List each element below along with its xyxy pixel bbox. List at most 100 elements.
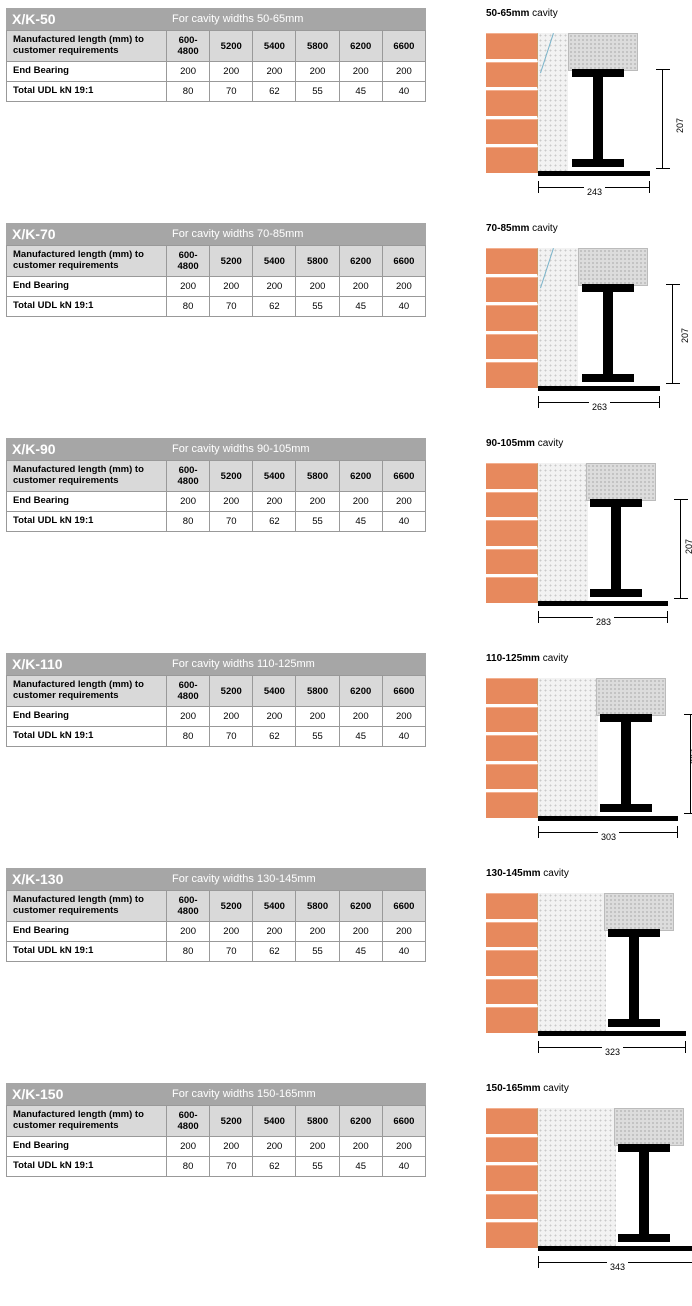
col-header: 5200 xyxy=(210,31,253,62)
cell-value: 200 xyxy=(253,62,296,82)
col-header: 5800 xyxy=(296,891,339,922)
concrete-block-icon xyxy=(568,33,638,71)
diagram-block: 130-145mm cavity207323 xyxy=(486,868,686,1055)
insulation-icon xyxy=(538,33,568,171)
brick-wall-icon xyxy=(486,248,538,388)
brick-icon xyxy=(486,792,538,818)
brick-icon xyxy=(486,492,538,521)
baseplate-icon xyxy=(538,386,660,391)
cell-value: 45 xyxy=(339,942,382,962)
cell-value: 45 xyxy=(339,1157,382,1177)
row-label: End Bearing xyxy=(7,492,167,512)
diagram-title: 130-145mm cavity xyxy=(486,868,686,879)
ibeam-icon xyxy=(590,499,642,597)
diagram-title: 70-85mm cavity xyxy=(486,223,686,234)
cell-value: 200 xyxy=(253,707,296,727)
ibeam-icon xyxy=(608,929,660,1027)
brick-wall-icon xyxy=(486,893,538,1033)
spec-table: Manufactured length (mm) to customer req… xyxy=(6,890,426,962)
brick-icon xyxy=(486,764,538,793)
table-block: X/K-50For cavity widths 50-65mmManufactu… xyxy=(6,8,426,102)
col-header-desc: Manufactured length (mm) to customer req… xyxy=(7,246,167,277)
cell-value: 70 xyxy=(210,297,253,317)
col-header: 5200 xyxy=(210,461,253,492)
row-label: Total UDL kN 19:1 xyxy=(7,1157,167,1177)
brick-icon xyxy=(486,463,538,492)
diagram-block: 110-125mm cavity 207303 xyxy=(486,653,686,840)
brick-wall-icon xyxy=(486,33,538,173)
brick-icon xyxy=(486,362,538,388)
cell-value: 200 xyxy=(253,277,296,297)
brick-icon xyxy=(486,707,538,736)
brick-icon xyxy=(486,1108,538,1137)
cell-value: 200 xyxy=(253,492,296,512)
ibeam-icon xyxy=(582,284,634,382)
col-header: 5400 xyxy=(253,891,296,922)
brick-icon xyxy=(486,1165,538,1194)
table-header-row: X/K-150For cavity widths 150-165mm xyxy=(6,1083,426,1105)
brick-icon xyxy=(486,893,538,922)
col-header: 5800 xyxy=(296,461,339,492)
product-section: X/K-70For cavity widths 70-85mmManufactu… xyxy=(6,223,686,410)
row-label: Total UDL kN 19:1 xyxy=(7,727,167,747)
cell-value: 45 xyxy=(339,82,382,102)
col-header: 600-4800 xyxy=(167,676,210,707)
cavity-diagram: 207303 xyxy=(486,670,686,840)
col-header: 5800 xyxy=(296,1106,339,1137)
row-label: End Bearing xyxy=(7,922,167,942)
col-header: 5400 xyxy=(253,676,296,707)
dimension-vertical xyxy=(656,69,670,169)
cell-value: 62 xyxy=(253,512,296,532)
col-header-desc: Manufactured length (mm) to customer req… xyxy=(7,891,167,922)
brick-icon xyxy=(486,1194,538,1223)
cell-value: 80 xyxy=(167,942,210,962)
dimension-horizontal-label: 323 xyxy=(602,1047,623,1057)
col-header: 5400 xyxy=(253,461,296,492)
col-header: 6600 xyxy=(382,676,425,707)
diagram-title: 110-125mm cavity xyxy=(486,653,686,664)
concrete-block-icon xyxy=(578,248,648,286)
cell-value: 45 xyxy=(339,512,382,532)
insulation-icon xyxy=(538,248,578,386)
cell-value: 200 xyxy=(382,922,425,942)
cell-value: 80 xyxy=(167,512,210,532)
cell-value: 200 xyxy=(339,277,382,297)
row-label: End Bearing xyxy=(7,1137,167,1157)
diagram-title-bold: 110-125mm xyxy=(486,653,540,664)
brick-icon xyxy=(486,1137,538,1166)
insulation-icon xyxy=(538,893,606,1031)
diagram-title-bold: 130-145mm xyxy=(486,868,540,879)
cell-value: 200 xyxy=(167,492,210,512)
diagram-title-suffix: cavity xyxy=(529,223,557,234)
diagram-block: 150-165mm cavity207343 xyxy=(486,1083,686,1270)
insulation-icon xyxy=(538,1108,616,1246)
cavity-diagram: 207243 xyxy=(486,25,686,195)
diagram-title-suffix: cavity xyxy=(540,1083,568,1094)
concrete-block-icon xyxy=(614,1108,684,1146)
table-header-row: X/K-50For cavity widths 50-65mm xyxy=(6,8,426,30)
diagram-title-bold: 70-85mm xyxy=(486,223,529,234)
cell-value: 62 xyxy=(253,297,296,317)
cell-value: 70 xyxy=(210,512,253,532)
baseplate-icon xyxy=(538,1246,692,1251)
ibeam-icon xyxy=(600,714,652,812)
brick-icon xyxy=(486,334,538,363)
cell-value: 200 xyxy=(167,62,210,82)
cell-value: 40 xyxy=(382,727,425,747)
cell-value: 80 xyxy=(167,727,210,747)
row-label: End Bearing xyxy=(7,277,167,297)
diagram-title-suffix: cavity xyxy=(540,653,568,664)
cell-value: 200 xyxy=(296,62,339,82)
col-header: 6600 xyxy=(382,461,425,492)
col-header: 6200 xyxy=(339,31,382,62)
cell-value: 200 xyxy=(210,492,253,512)
brick-icon xyxy=(486,119,538,148)
cell-value: 200 xyxy=(210,922,253,942)
diagram-title-bold: 50-65mm xyxy=(486,8,529,19)
diagram-block: 90-105mm cavity207283 xyxy=(486,438,686,625)
table-header-row: X/K-90For cavity widths 90-105mm xyxy=(6,438,426,460)
cell-value: 55 xyxy=(296,297,339,317)
col-header: 6600 xyxy=(382,31,425,62)
cell-value: 200 xyxy=(382,62,425,82)
brick-icon xyxy=(486,678,538,707)
